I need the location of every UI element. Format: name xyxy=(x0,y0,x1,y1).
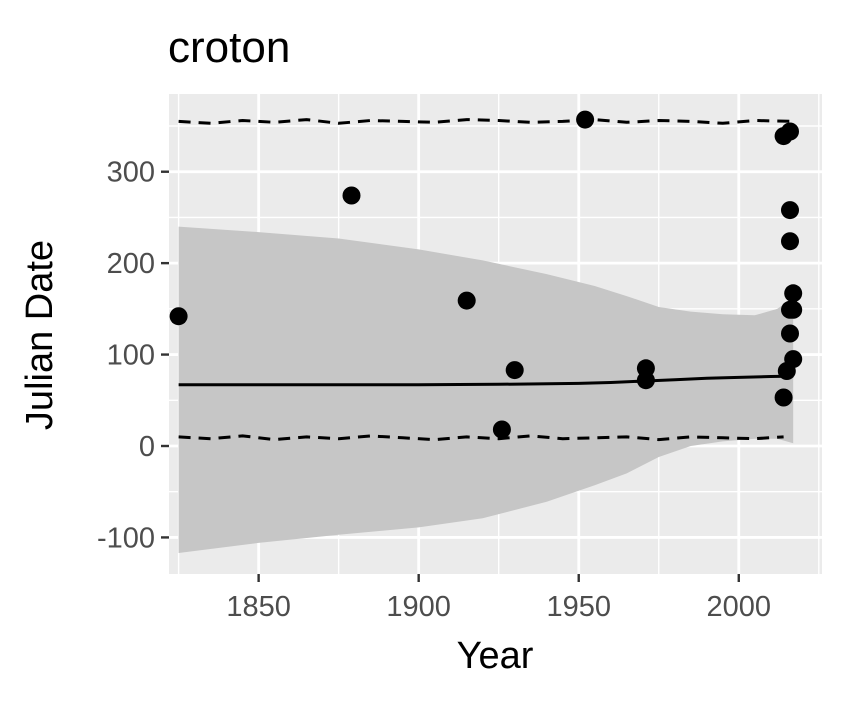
y-axis-title: Julian Date xyxy=(19,240,61,430)
points-layer xyxy=(169,110,803,439)
data-point xyxy=(505,361,524,380)
upper-dashed-line xyxy=(178,118,794,125)
x-tick-label: 2000 xyxy=(707,591,772,623)
y-tick-label: 200 xyxy=(107,248,155,280)
x-tick-labels: 1850 1900 1950 2000 xyxy=(226,591,771,623)
data-point xyxy=(784,300,803,319)
data-point xyxy=(636,371,655,390)
x-axis-title: Year xyxy=(457,635,534,677)
data-point xyxy=(576,110,595,129)
data-point xyxy=(169,307,188,326)
data-point xyxy=(781,122,799,141)
data-point xyxy=(781,324,799,343)
data-point xyxy=(457,291,476,310)
data-point xyxy=(774,388,793,407)
data-point xyxy=(342,186,361,205)
data-point xyxy=(784,284,803,303)
y-tick-label: -100 xyxy=(97,522,155,554)
y-tick-labels: -100 0 100 200 300 xyxy=(97,157,155,555)
y-tick-label: 300 xyxy=(107,157,155,189)
data-point xyxy=(784,350,803,369)
axis-ticks xyxy=(161,170,740,582)
lower-dashed-line xyxy=(178,434,784,442)
x-tick-label: 1850 xyxy=(226,591,291,623)
confidence-band-layer xyxy=(178,226,794,553)
y-tick-label: 100 xyxy=(107,340,155,372)
x-tick-label: 1900 xyxy=(386,591,451,623)
chart-title: croton xyxy=(168,23,290,72)
dashed-lines-layer xyxy=(178,118,794,442)
x-tick-label: 1950 xyxy=(546,591,611,623)
y-tick-label: 0 xyxy=(139,431,155,463)
fit-line xyxy=(178,374,794,387)
data-point xyxy=(781,201,799,220)
data-point xyxy=(781,232,799,251)
fit-line-layer xyxy=(178,374,794,387)
confidence-band xyxy=(178,226,794,553)
data-point xyxy=(492,420,511,439)
